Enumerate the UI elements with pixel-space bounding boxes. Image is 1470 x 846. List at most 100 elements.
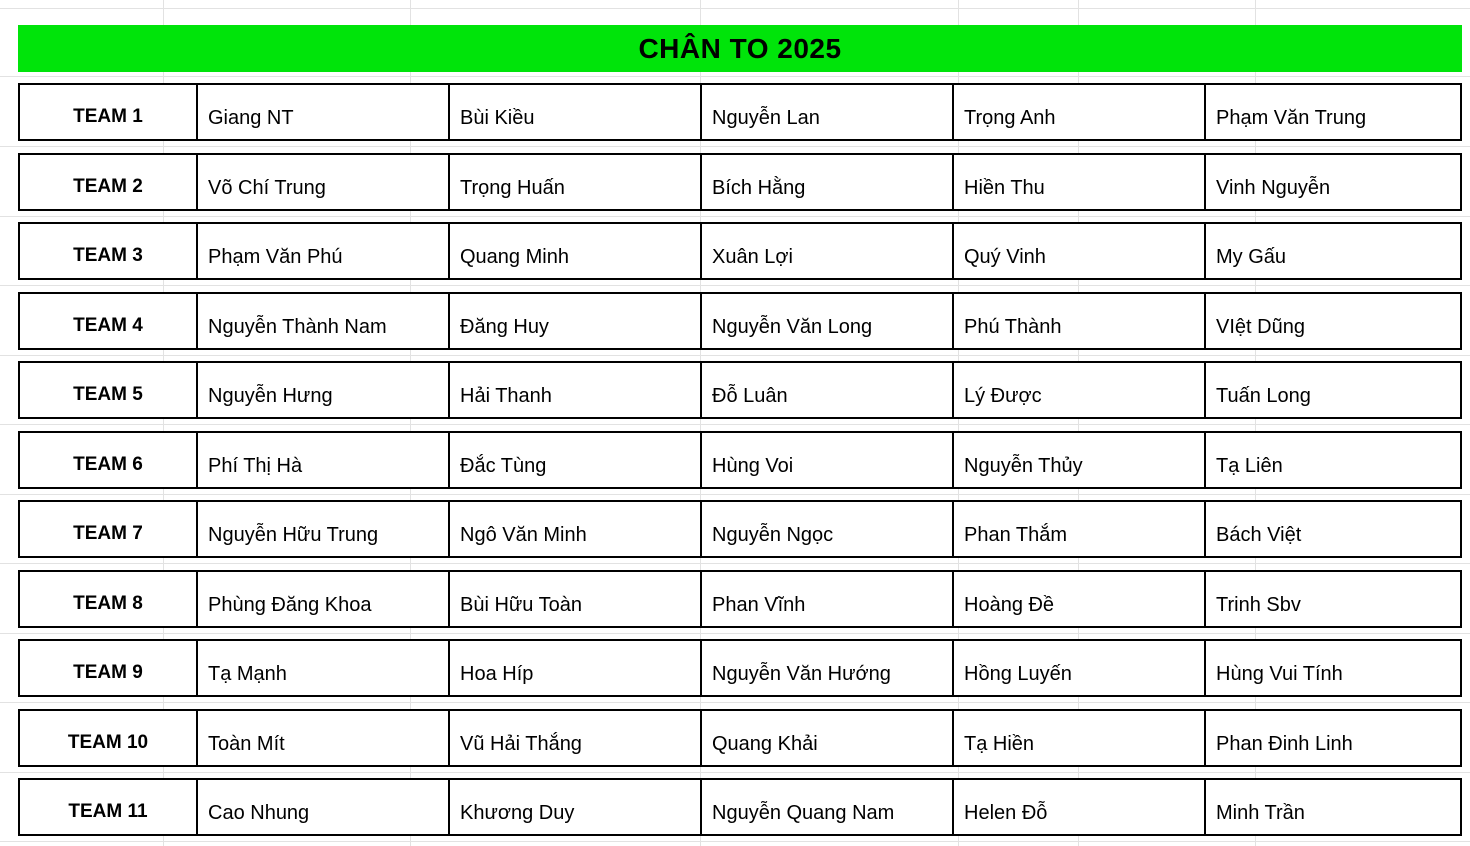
member-cell[interactable]: Hùng Voi <box>702 433 954 487</box>
member-cell[interactable]: Helen Đỗ <box>954 780 1206 834</box>
member-cell[interactable]: Phan Vĩnh <box>702 572 954 626</box>
member-cell[interactable]: Lý Được <box>954 363 1206 417</box>
member-cell[interactable]: Vũ Hải Thắng <box>450 711 702 765</box>
member-cell[interactable]: Nguyễn Thủy <box>954 433 1206 487</box>
member-cell[interactable]: VIệt Dũng <box>1206 294 1460 348</box>
member-cell[interactable]: Phú Thành <box>954 294 1206 348</box>
member-cell[interactable]: Phạm Văn Phú <box>198 224 450 278</box>
team-label-cell[interactable]: TEAM 5 <box>20 363 198 417</box>
member-cell[interactable]: Hồng Luyến <box>954 641 1206 695</box>
gridline <box>0 285 1470 286</box>
member-cell[interactable]: Nguyễn Thành Nam <box>198 294 450 348</box>
gridline <box>0 76 1470 77</box>
team-label-cell[interactable]: TEAM 4 <box>20 294 198 348</box>
member-name: Hồng Luyến <box>964 663 1072 685</box>
member-name: Giang NT <box>208 107 294 129</box>
member-cell[interactable]: My Gấu <box>1206 224 1460 278</box>
member-name: Nguyễn Lan <box>712 107 820 129</box>
gridline <box>410 0 411 846</box>
team-label: TEAM 6 <box>73 454 143 475</box>
member-cell[interactable]: Phí Thị Hà <box>198 433 450 487</box>
member-cell[interactable]: Tạ Liên <box>1206 433 1460 487</box>
member-cell[interactable]: Tuấn Long <box>1206 363 1460 417</box>
member-cell[interactable]: Nguyễn Văn Long <box>702 294 954 348</box>
member-name: Nguyễn Ngọc <box>712 524 834 546</box>
member-cell[interactable]: Toàn Mít <box>198 711 450 765</box>
member-cell[interactable]: Phùng Đăng Khoa <box>198 572 450 626</box>
member-name: Bích Hằng <box>712 177 806 199</box>
member-cell[interactable]: Xuân Lợi <box>702 224 954 278</box>
team-label-cell[interactable]: TEAM 10 <box>20 711 198 765</box>
member-name: Hùng Vui Tính <box>1216 663 1343 685</box>
member-cell[interactable]: Cao Nhung <box>198 780 450 834</box>
member-name: Hoa Híp <box>460 663 534 685</box>
member-cell[interactable]: Nguyễn Quang Nam <box>702 780 954 834</box>
team-label-cell[interactable]: TEAM 1 <box>20 85 198 139</box>
gridline <box>163 0 164 846</box>
member-name: Bùi Kiều <box>460 107 535 129</box>
member-cell[interactable]: Quý Vinh <box>954 224 1206 278</box>
member-cell[interactable]: Nguyễn Ngọc <box>702 502 954 556</box>
member-cell[interactable]: Trọng Anh <box>954 85 1206 139</box>
gridline <box>0 216 1470 217</box>
member-cell[interactable]: Bùi Hữu Toàn <box>450 572 702 626</box>
member-cell[interactable]: Nguyễn Hữu Trung <box>198 502 450 556</box>
member-cell[interactable]: Trọng Huấn <box>450 155 702 209</box>
team-row: TEAM 1 Giang NT Bùi Kiều Nguyễn Lan Trọn… <box>18 83 1462 141</box>
member-name: Trọng Huấn <box>460 177 565 199</box>
member-cell[interactable]: Hoàng Đề <box>954 572 1206 626</box>
member-name: Lý Được <box>964 385 1042 407</box>
member-name: Nguyễn Thủy <box>964 455 1083 477</box>
team-label-cell[interactable]: TEAM 6 <box>20 433 198 487</box>
team-label-cell[interactable]: TEAM 7 <box>20 502 198 556</box>
member-name: Tạ Liên <box>1216 455 1283 477</box>
member-cell[interactable]: Bích Hằng <box>702 155 954 209</box>
team-label-cell[interactable]: TEAM 9 <box>20 641 198 695</box>
member-cell[interactable]: Nguyễn Văn Hướng <box>702 641 954 695</box>
member-cell[interactable]: Giang NT <box>198 85 450 139</box>
member-cell[interactable]: Hoa Híp <box>450 641 702 695</box>
member-cell[interactable]: Bách Việt <box>1206 502 1460 556</box>
member-name: Quang Minh <box>460 246 569 268</box>
team-label-cell[interactable]: TEAM 8 <box>20 572 198 626</box>
team-label: TEAM 5 <box>73 384 143 405</box>
member-cell[interactable]: Minh Trần <box>1206 780 1460 834</box>
member-cell[interactable]: Nguyễn Lan <box>702 85 954 139</box>
team-label-cell[interactable]: TEAM 2 <box>20 155 198 209</box>
title-banner[interactable]: CHÂN TO 2025 <box>18 25 1462 72</box>
member-cell[interactable]: Vinh Nguyễn <box>1206 155 1460 209</box>
team-label-cell[interactable]: TEAM 3 <box>20 224 198 278</box>
member-cell[interactable]: Võ Chí Trung <box>198 155 450 209</box>
member-name: My Gấu <box>1216 246 1287 268</box>
member-name: Vũ Hải Thắng <box>460 733 582 755</box>
member-cell[interactable]: Hùng Vui Tính <box>1206 641 1460 695</box>
member-cell[interactable]: Hải Thanh <box>450 363 702 417</box>
member-cell[interactable]: Đăng Huy <box>450 294 702 348</box>
member-name: Phạm Văn Phú <box>208 246 343 268</box>
member-name: Phan Vĩnh <box>712 594 806 616</box>
member-cell[interactable]: Quang Minh <box>450 224 702 278</box>
member-name: Quý Vinh <box>964 246 1046 268</box>
member-name: Phan Thắm <box>964 524 1068 546</box>
member-cell[interactable]: Nguyễn Hưng <box>198 363 450 417</box>
member-cell[interactable]: Đỗ Luân <box>702 363 954 417</box>
member-cell[interactable]: Phạm Văn Trung <box>1206 85 1460 139</box>
member-cell[interactable]: Phan Đinh Linh <box>1206 711 1460 765</box>
team-row: TEAM 11 Cao Nhung Khương Duy Nguyễn Quan… <box>18 778 1462 836</box>
team-row: TEAM 3 Phạm Văn Phú Quang Minh Xuân Lợi … <box>18 222 1462 280</box>
member-cell[interactable]: Tạ Mạnh <box>198 641 450 695</box>
gridline <box>1255 0 1256 846</box>
team-label-cell[interactable]: TEAM 11 <box>20 780 198 834</box>
member-cell[interactable]: Phan Thắm <box>954 502 1206 556</box>
member-name: Phú Thành <box>964 316 1062 338</box>
member-cell[interactable]: Khương Duy <box>450 780 702 834</box>
member-name: Nguyễn Thành Nam <box>208 316 387 338</box>
member-name: Trinh Sbv <box>1216 594 1301 616</box>
member-cell[interactable]: Hiền Thu <box>954 155 1206 209</box>
member-cell[interactable]: Trinh Sbv <box>1206 572 1460 626</box>
member-cell[interactable]: Bùi Kiều <box>450 85 702 139</box>
member-cell[interactable]: Đắc Tùng <box>450 433 702 487</box>
member-cell[interactable]: Ngô Văn Minh <box>450 502 702 556</box>
member-cell[interactable]: Tạ Hiền <box>954 711 1206 765</box>
member-cell[interactable]: Quang Khải <box>702 711 954 765</box>
